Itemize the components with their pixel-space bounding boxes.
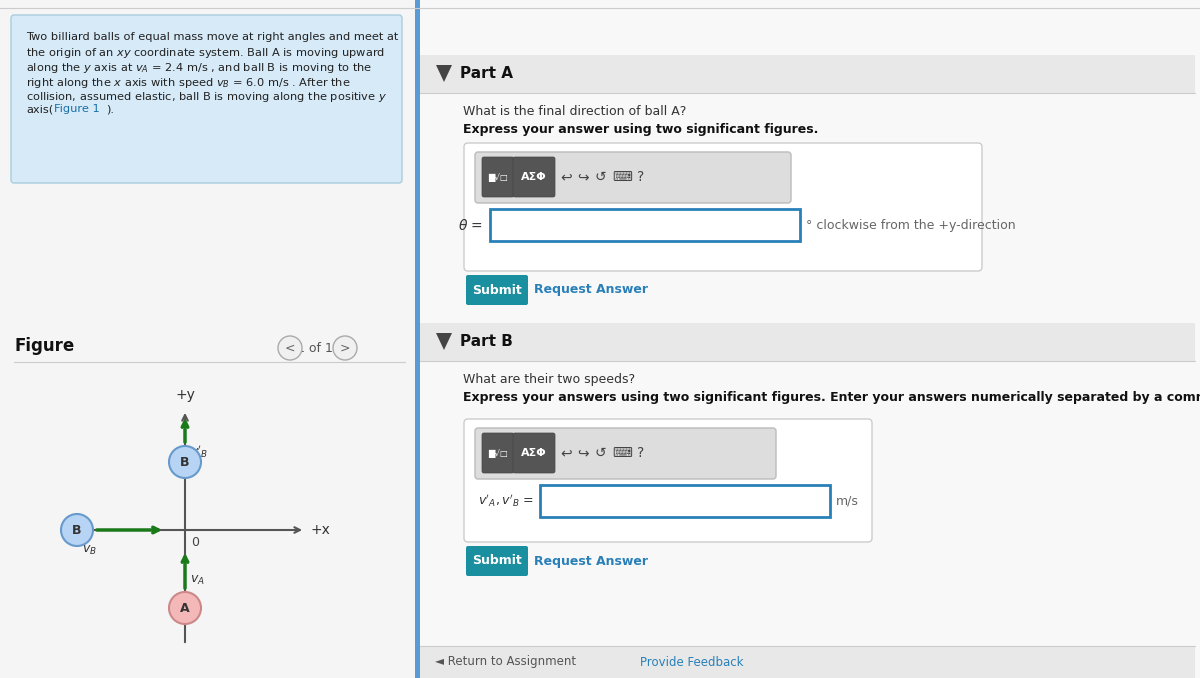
Polygon shape (436, 65, 452, 82)
Text: ↺: ↺ (594, 170, 606, 184)
FancyBboxPatch shape (464, 419, 872, 542)
Text: ↩: ↩ (560, 446, 572, 460)
FancyBboxPatch shape (415, 0, 420, 678)
FancyBboxPatch shape (420, 55, 1195, 93)
Text: Express your answers using two significant figures. Enter your answers numerical: Express your answers using two significa… (463, 391, 1200, 404)
Text: Part B: Part B (460, 334, 512, 349)
FancyBboxPatch shape (11, 15, 402, 183)
Text: ΑΣΦ: ΑΣΦ (521, 172, 547, 182)
Text: $v_B$: $v_B$ (82, 544, 97, 557)
FancyBboxPatch shape (466, 546, 528, 576)
Circle shape (169, 592, 202, 624)
FancyBboxPatch shape (420, 646, 1195, 678)
FancyBboxPatch shape (475, 428, 776, 479)
Text: along the $y$ axis at $v_A$ = 2.4 m/s , and ball B is moving to the: along the $y$ axis at $v_A$ = 2.4 m/s , … (26, 61, 372, 75)
Text: ↺: ↺ (594, 446, 606, 460)
Text: What are their two speeds?: What are their two speeds? (463, 373, 635, 386)
Text: +x: +x (310, 523, 330, 537)
Text: Express your answer using two significant figures.: Express your answer using two significan… (463, 123, 818, 136)
Text: B: B (180, 456, 190, 468)
Text: B: B (72, 523, 82, 536)
FancyBboxPatch shape (490, 209, 800, 241)
Text: collision, assumed elastic, ball B is moving along the positive $y$: collision, assumed elastic, ball B is mo… (26, 90, 388, 104)
FancyBboxPatch shape (420, 323, 1195, 361)
FancyBboxPatch shape (466, 275, 528, 305)
FancyBboxPatch shape (420, 0, 1200, 678)
FancyBboxPatch shape (482, 157, 514, 197)
Text: $v'_B$: $v'_B$ (190, 443, 209, 460)
Text: Figure 1: Figure 1 (54, 104, 100, 115)
Text: ⌨: ⌨ (612, 446, 632, 460)
Text: █√□: █√□ (488, 172, 508, 182)
Text: m/s: m/s (836, 494, 859, 508)
FancyBboxPatch shape (464, 143, 982, 271)
Text: ° clockwise from the +y-direction: ° clockwise from the +y-direction (806, 218, 1015, 231)
FancyBboxPatch shape (482, 433, 514, 473)
Text: Figure: Figure (14, 337, 74, 355)
Text: ◄ Return to Assignment: ◄ Return to Assignment (436, 656, 576, 669)
Text: Request Answer: Request Answer (534, 555, 648, 567)
Text: ΑΣΦ: ΑΣΦ (521, 448, 547, 458)
Text: What is the final direction of ball A?: What is the final direction of ball A? (463, 105, 686, 118)
Text: $\theta$ =: $\theta$ = (458, 218, 482, 233)
Text: ↪: ↪ (577, 170, 589, 184)
Circle shape (61, 514, 94, 546)
Text: ?: ? (637, 170, 644, 184)
Polygon shape (436, 333, 452, 350)
Circle shape (334, 336, 358, 360)
FancyBboxPatch shape (475, 152, 791, 203)
Text: Part A: Part A (460, 66, 514, 81)
Text: ?: ? (637, 446, 644, 460)
Text: $v'_A, v'_B$ =: $v'_A, v'_B$ = (478, 493, 534, 509)
Text: 1 of 1: 1 of 1 (298, 342, 332, 355)
Text: +y: +y (175, 388, 194, 402)
Circle shape (278, 336, 302, 360)
Text: Provide Feedback: Provide Feedback (640, 656, 744, 669)
FancyBboxPatch shape (514, 433, 554, 473)
Text: <: < (284, 342, 295, 355)
Text: axis(: axis( (26, 104, 53, 115)
Text: $v_A$: $v_A$ (190, 574, 205, 586)
Text: ↩: ↩ (560, 170, 572, 184)
Text: 0: 0 (191, 536, 199, 549)
Text: Submit: Submit (472, 555, 522, 567)
FancyBboxPatch shape (540, 485, 830, 517)
Text: ⌨: ⌨ (612, 170, 632, 184)
Text: ).: ). (106, 104, 114, 115)
Text: █√□: █√□ (488, 449, 508, 458)
Text: A: A (180, 601, 190, 614)
FancyBboxPatch shape (514, 157, 554, 197)
Text: the origin of an $xy$ coordinate system. Ball A is moving upward: the origin of an $xy$ coordinate system.… (26, 47, 385, 60)
Text: >: > (340, 342, 350, 355)
Circle shape (169, 446, 202, 478)
Text: ↪: ↪ (577, 446, 589, 460)
Text: Request Answer: Request Answer (534, 283, 648, 296)
Text: Two billiard balls of equal mass move at right angles and meet at: Two billiard balls of equal mass move at… (26, 32, 398, 42)
Text: right along the $x$ axis with speed $v_B$ = 6.0 m/s . After the: right along the $x$ axis with speed $v_B… (26, 75, 350, 89)
Text: Submit: Submit (472, 283, 522, 296)
